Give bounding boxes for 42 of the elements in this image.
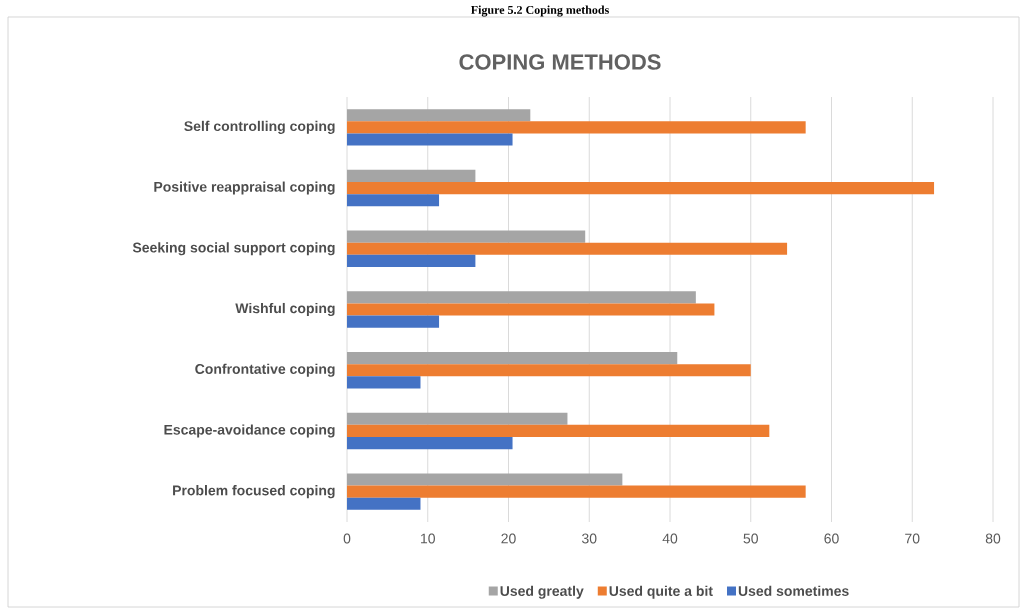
y-tick-label: Positive reappraisal coping [154, 181, 335, 195]
x-tick-label: 40 [662, 533, 678, 544]
y-tick-label: Seeking social support coping [132, 242, 335, 256]
bar [347, 364, 751, 377]
bar [347, 352, 678, 365]
caption: Figure 5.2 Coping methods [470, 5, 609, 17]
bar [347, 437, 513, 450]
bar [347, 230, 586, 243]
bar [347, 497, 421, 510]
x-tick-label: 20 [501, 533, 516, 544]
x-tick-label: 50 [743, 533, 758, 544]
x-tick-label: 10 [421, 533, 435, 544]
x-tick-label: 60 [824, 533, 839, 544]
bar [347, 133, 513, 146]
bar [347, 412, 568, 425]
bar [347, 254, 476, 268]
x-tick-label: 70 [905, 533, 920, 544]
bar [347, 182, 935, 195]
y-tick-label: Confrontative coping [195, 363, 335, 377]
bar [347, 424, 770, 437]
x-tick-label: 30 [582, 533, 597, 544]
x-tick-label: 80 [985, 533, 1001, 544]
legend-label: Used quite a bit [609, 585, 713, 599]
bar [347, 315, 440, 328]
bar [347, 194, 440, 207]
chart-title: COPING METHODS [459, 54, 661, 70]
bar [347, 109, 531, 122]
legend-label: Used sometimes [738, 585, 849, 596]
bar [347, 291, 696, 304]
x-tick-label: 0 [343, 533, 351, 544]
y-tick-label: Self controlling coping [184, 120, 335, 134]
bar [347, 485, 806, 498]
bar [347, 242, 788, 255]
legend-label: Used greatly [500, 585, 584, 599]
bar [347, 121, 806, 134]
y-tick-label: Escape-avoidance coping [164, 424, 335, 438]
bar [347, 169, 476, 183]
y-tick-label: Wishful coping [235, 302, 335, 317]
bar [347, 303, 715, 316]
bar [347, 376, 421, 389]
y-tick-label: Problem focused coping [173, 485, 335, 499]
bar [347, 473, 623, 486]
